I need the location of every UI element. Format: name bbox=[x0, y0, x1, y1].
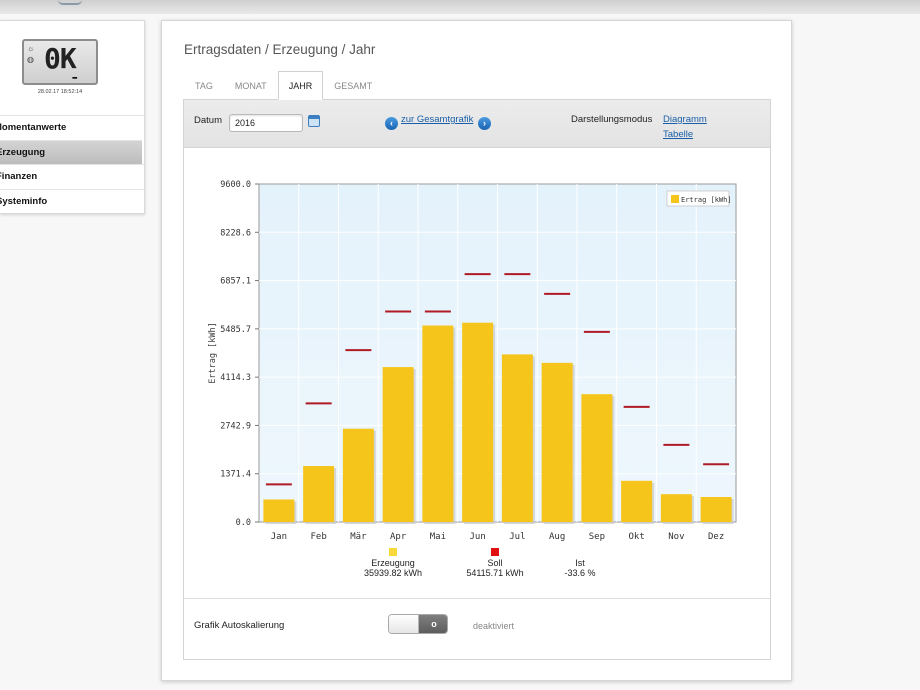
y-axis-label: Ertrag [kWh] bbox=[208, 322, 218, 383]
erzeugung-swatch bbox=[389, 548, 397, 556]
sidebar-item-label: Finanzen bbox=[0, 171, 38, 182]
sidebar-item-systeminfo[interactable]: Systeminfo bbox=[0, 188, 144, 214]
toggle-knob bbox=[389, 615, 419, 633]
content-box: Datum ‹ zur Gesamtgrafik › Darstellungsm… bbox=[183, 99, 771, 660]
y-tick-label: 6857.1 bbox=[220, 277, 251, 287]
mode-label: Darstellungsmodus bbox=[571, 114, 653, 125]
bar bbox=[263, 499, 295, 522]
yield-chart: 0.0 1371.4 2742.9 4114.3 5485.7 6857.1 8228.6 9… bbox=[208, 180, 737, 542]
tab-tag[interactable]: TAG bbox=[195, 81, 213, 91]
tab-monat[interactable]: MONAT bbox=[234, 81, 267, 91]
legend-label: Ertrag [kWh] bbox=[681, 196, 732, 204]
y-tick-label: 1371.4 bbox=[220, 470, 251, 480]
x-tick-label: Mai bbox=[430, 532, 446, 542]
y-tick-label: 9600.0 bbox=[220, 180, 251, 190]
main-panel: Ertragsdaten / Erzeugung / Jahr TAG MONA… bbox=[161, 20, 792, 681]
x-tick-label: Sep bbox=[589, 532, 605, 542]
bar bbox=[541, 362, 573, 522]
erzeugung-value: 35939.82 kWh bbox=[363, 568, 423, 578]
x-tick-label: Dez bbox=[708, 532, 724, 542]
bar bbox=[700, 497, 732, 522]
prev-arrow-icon[interactable]: ‹ bbox=[385, 117, 398, 130]
device-display: ☼ ◍ 0K ▪▪▪ bbox=[22, 39, 98, 85]
autoscale-state: deaktiviert bbox=[473, 621, 515, 631]
summary-ist: Ist -33.6 % bbox=[525, 558, 635, 578]
display-dots: ▪▪▪ bbox=[72, 75, 78, 82]
bar bbox=[422, 325, 454, 522]
period-tabs: TAG MONAT JAHR GESAMT bbox=[184, 71, 383, 100]
display-globe-icon: ◍ bbox=[27, 55, 34, 64]
x-tick-label: Jun bbox=[469, 532, 485, 542]
device-display-text: 0K bbox=[44, 42, 77, 75]
display-sun-icon: ☼ bbox=[27, 44, 35, 53]
summary-erzeugung: Erzeugung 35939.82 kWh bbox=[338, 548, 448, 578]
chart-toolbar: Datum ‹ zur Gesamtgrafik › Darstellungsm… bbox=[184, 100, 770, 148]
bar bbox=[660, 494, 692, 522]
ist-value: -33.6 % bbox=[564, 568, 596, 578]
overview-link[interactable]: zur Gesamtgrafik bbox=[401, 114, 474, 125]
x-tick-label: Feb bbox=[310, 532, 326, 542]
toggle-off-icon: o bbox=[419, 615, 447, 633]
tab-gesamt[interactable]: GESAMT bbox=[334, 81, 373, 91]
sidebar-item-finanzen[interactable]: Finanzen bbox=[0, 164, 144, 189]
mode-table-link[interactable]: Tabelle bbox=[663, 129, 694, 140]
x-tick-label: Jan bbox=[271, 532, 287, 542]
next-arrow-icon[interactable]: › bbox=[478, 117, 491, 130]
page-title: Ertragsdaten / Erzeugung / Jahr bbox=[184, 42, 376, 57]
logo-fragment bbox=[58, 0, 82, 5]
bar bbox=[382, 367, 414, 522]
sidebar-menu: Momentanwerte Erzeugung Finanzen Systemi… bbox=[0, 115, 144, 213]
x-tick-label: Nov bbox=[668, 532, 684, 542]
y-tick-label: 5485.7 bbox=[220, 325, 251, 335]
autoscale-toggle[interactable]: o bbox=[388, 614, 448, 634]
bar bbox=[621, 480, 653, 522]
bar bbox=[303, 466, 335, 522]
bar bbox=[342, 428, 374, 522]
date-label: Datum bbox=[194, 115, 222, 126]
autoscale-label: Grafik Autoskalierung bbox=[194, 620, 285, 631]
y-tick-label: 4114.3 bbox=[220, 373, 251, 383]
sidebar-item-label: Systeminfo bbox=[0, 195, 48, 207]
legend-box bbox=[666, 190, 730, 207]
y-tick-label: 8228.6 bbox=[220, 228, 251, 238]
x-tick-label: Mär bbox=[350, 532, 367, 542]
bar bbox=[462, 322, 494, 522]
mode-diagram-link[interactable]: Diagramm bbox=[663, 114, 707, 125]
x-tick-label: Okt bbox=[628, 532, 644, 542]
top-bar bbox=[0, 0, 920, 14]
bar bbox=[581, 394, 613, 522]
soll-value: 54115.71 kWh bbox=[466, 568, 524, 578]
date-input[interactable] bbox=[229, 114, 303, 132]
footer-divider bbox=[184, 598, 770, 599]
erzeugung-label: Erzeugung bbox=[371, 558, 415, 568]
sidebar-item-label: Momentanwerte bbox=[0, 122, 67, 133]
y-tick-label: 0.0 bbox=[236, 518, 251, 528]
calendar-icon[interactable] bbox=[308, 115, 320, 127]
y-tick-label: 2742.9 bbox=[220, 421, 251, 431]
chart-area: 0.0 1371.4 2742.9 4114.3 5485.7 6857.1 8228.6 9… bbox=[184, 148, 770, 598]
soll-label: Soll bbox=[487, 558, 503, 568]
sidebar-item-momentanwerte[interactable]: Momentanwerte bbox=[0, 115, 144, 140]
device-time: 28.02.17 18:52:14 bbox=[37, 89, 83, 95]
x-tick-label: Jul bbox=[509, 532, 525, 542]
sidebar-item-label: Erzeugung bbox=[0, 146, 46, 158]
ist-label: Ist bbox=[575, 558, 585, 568]
sidebar: ☼ ◍ 0K ▪▪▪ 28.02.17 18:52:14 Momentanwer… bbox=[0, 20, 145, 214]
legend-swatch bbox=[671, 195, 679, 203]
summary-soll: Soll 54115.71 kWh bbox=[440, 548, 550, 578]
x-tick-label: Apr bbox=[390, 532, 407, 542]
tab-jahr[interactable]: JAHR bbox=[277, 71, 324, 100]
soll-swatch bbox=[491, 548, 499, 556]
bar bbox=[501, 354, 533, 522]
x-tick-label: Aug bbox=[549, 532, 565, 542]
sidebar-item-erzeugung[interactable]: Erzeugung bbox=[0, 139, 142, 164]
